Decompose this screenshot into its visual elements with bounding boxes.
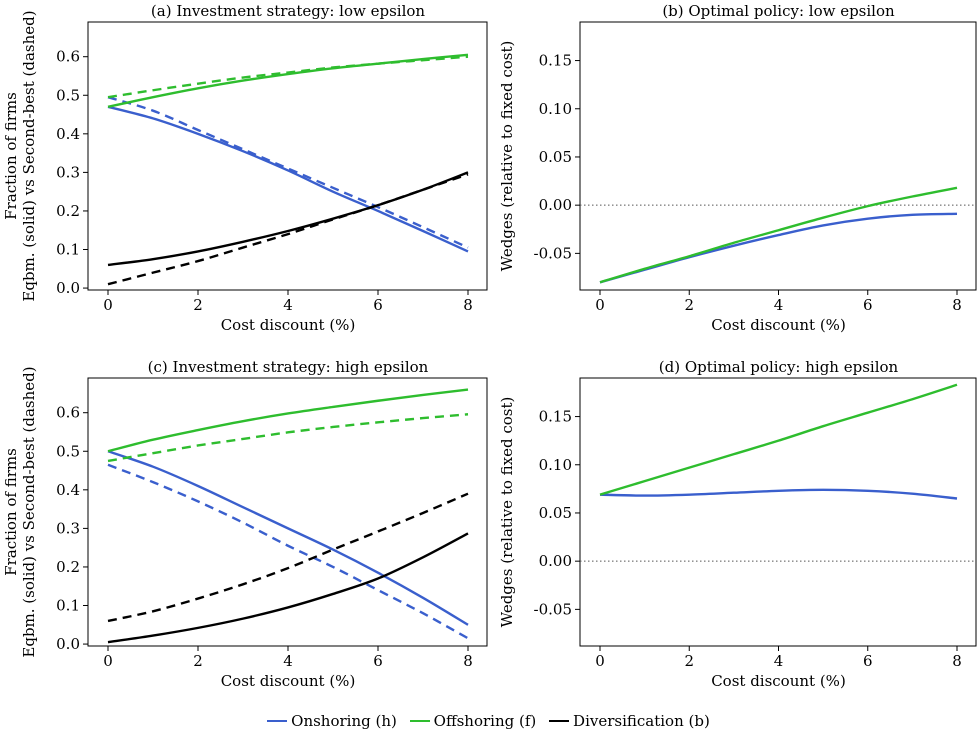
plot-frame xyxy=(87,21,488,291)
y-tick-label: 0.10 xyxy=(539,456,572,474)
series-line-onshoring-h-solid xyxy=(107,450,469,626)
y-axis-label: Wedges (relative to fixed cost) xyxy=(498,41,516,272)
x-tick-label: 4 xyxy=(283,296,293,314)
x-tick-label: 6 xyxy=(373,296,383,314)
y-tick-label: 0.00 xyxy=(539,196,572,214)
x-tick-label: 8 xyxy=(463,296,473,314)
chart-title: (a) Investment strategy: low epsilon xyxy=(151,2,426,20)
series-line-offshoring-f-solid xyxy=(107,388,469,453)
y-tick-label: 0.15 xyxy=(539,408,572,426)
y-tick-label: 0.05 xyxy=(539,504,572,522)
chart-title: (d) Optimal policy: high epsilon xyxy=(659,358,899,376)
chart-title: (c) Investment strategy: high epsilon xyxy=(148,358,429,376)
y-tick-label: 0.0 xyxy=(56,279,80,297)
x-tick-label: 2 xyxy=(193,296,203,314)
x-axis-label: Cost discount (%) xyxy=(711,316,846,334)
x-tick-label: 8 xyxy=(952,296,962,314)
series-line-diversification-b-solid xyxy=(107,171,469,267)
series-line-offshoring-f-solid xyxy=(599,383,958,496)
legend-item-offshoring: Offshoring (f) xyxy=(409,712,537,730)
legend-label-onshoring: Onshoring (h) xyxy=(291,712,397,730)
y-tick-label: 0.1 xyxy=(56,241,80,259)
x-tick-label: 4 xyxy=(774,652,784,670)
y-tick-label: 0.15 xyxy=(539,52,572,70)
x-tick-label: 0 xyxy=(595,296,605,314)
x-tick-label: 6 xyxy=(863,652,873,670)
series-line-diversification-b-dashed xyxy=(107,173,469,286)
x-tick-label: 4 xyxy=(774,296,784,314)
series-line-onshoring-h-solid xyxy=(599,212,958,284)
legend-label-diversification: Diversification (b) xyxy=(573,712,710,730)
x-tick-label: 2 xyxy=(193,652,203,670)
chart-panel-3: (c) Investment strategy: high epsilon 0 2 4… xyxy=(2,358,488,690)
y-axis-label: Fraction of firms xyxy=(2,448,20,576)
series-line-offshoring-f-dashed xyxy=(107,413,469,463)
series-line-diversification-b-dashed xyxy=(107,492,469,623)
y-axis-label: Eqbm. (solid) vs Second-best (dashed) xyxy=(20,10,38,301)
x-axis-label: Cost discount (%) xyxy=(711,672,846,690)
series-line-onshoring-h-solid xyxy=(107,105,469,253)
chart-panel-2: (b) Optimal policy: low epsilon 0 2 4 6 8 Cost… xyxy=(498,2,977,334)
chart-title: (b) Optimal policy: low epsilon xyxy=(662,2,895,20)
y-tick-label: 0.5 xyxy=(56,442,80,460)
y-tick-label: 0.2 xyxy=(56,202,80,220)
y-tick-label: 0.00 xyxy=(539,552,572,570)
y-tick-label: 0.3 xyxy=(56,163,80,181)
y-axis-label: Wedges (relative to fixed cost) xyxy=(498,397,516,628)
series-line-offshoring-f-solid xyxy=(599,186,958,284)
series-line-onshoring-h-dashed xyxy=(107,96,469,249)
legend-item-onshoring: Onshoring (h) xyxy=(267,712,397,730)
x-tick-label: 2 xyxy=(684,652,694,670)
y-tick-label: 0.6 xyxy=(56,48,80,66)
plot-frame xyxy=(579,21,977,291)
series-line-offshoring-f-solid xyxy=(107,53,469,109)
x-tick-label: 2 xyxy=(684,296,694,314)
y-tick-label: -0.05 xyxy=(534,600,572,618)
y-tick-label: 0.2 xyxy=(56,558,80,576)
series-line-diversification-b-solid xyxy=(107,532,469,644)
y-tick-label: 0.0 xyxy=(56,635,80,653)
y-tick-label: 0.05 xyxy=(539,148,572,166)
x-tick-label: 8 xyxy=(952,652,962,670)
series-line-onshoring-h-solid xyxy=(599,488,958,500)
x-tick-label: 0 xyxy=(595,652,605,670)
legend-swatch-offshoring xyxy=(409,720,430,722)
legend-item-diversification: Diversification (b) xyxy=(549,712,710,730)
x-tick-label: 6 xyxy=(373,652,383,670)
y-tick-label: 0.1 xyxy=(56,597,80,615)
chart-panel-4: (d) Optimal policy: high epsilon 0 2 4 6 8 Cos… xyxy=(498,358,977,690)
plot-frame xyxy=(579,377,977,647)
y-tick-label: 0.5 xyxy=(56,86,80,104)
legend: Onshoring (h) Offshoring (f) Diversifica… xyxy=(0,708,977,730)
y-axis-label: Eqbm. (solid) vs Second-best (dashed) xyxy=(20,366,38,657)
y-tick-label: 0.10 xyxy=(539,100,572,118)
x-axis-label: Cost discount (%) xyxy=(221,672,356,690)
legend-swatch-diversification xyxy=(549,720,570,722)
chart-panel-1: (a) Investment strategy: low epsilon 0 2 4 6… xyxy=(2,2,488,334)
x-tick-label: 6 xyxy=(863,296,873,314)
y-tick-label: 0.6 xyxy=(56,404,80,422)
y-axis-label: Fraction of firms xyxy=(2,92,20,220)
series-line-offshoring-f-dashed xyxy=(107,55,469,99)
series-line-onshoring-h-dashed xyxy=(107,463,469,640)
legend-label-offshoring: Offshoring (f) xyxy=(433,712,537,730)
x-axis-label: Cost discount (%) xyxy=(221,316,356,334)
x-tick-label: 4 xyxy=(283,652,293,670)
x-tick-label: 8 xyxy=(463,652,473,670)
x-tick-label: 0 xyxy=(103,296,113,314)
y-tick-label: 0.3 xyxy=(56,519,80,537)
y-tick-label: 0.4 xyxy=(56,481,80,499)
x-tick-label: 0 xyxy=(103,652,113,670)
y-tick-label: -0.05 xyxy=(534,244,572,262)
legend-swatch-onshoring xyxy=(267,720,288,722)
y-tick-label: 0.4 xyxy=(56,125,80,143)
